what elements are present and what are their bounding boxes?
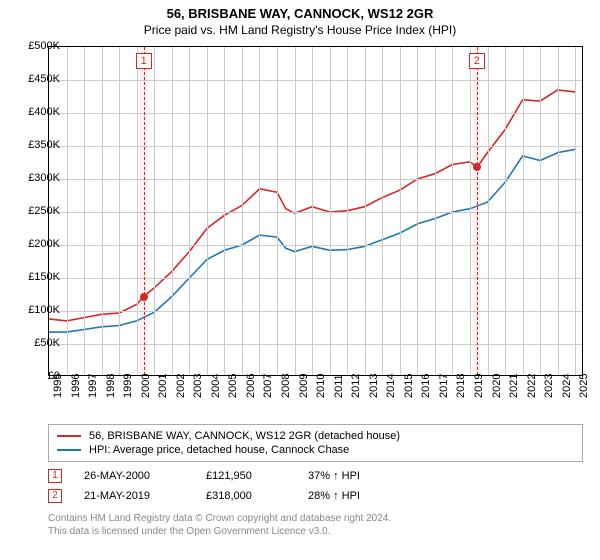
chart-title: 56, BRISBANE WAY, CANNOCK, WS12 2GR [0,0,600,21]
sale-price: £318,000 [206,490,286,502]
sale-marker-box: 1 [136,53,152,69]
x-axis-label: 2009 [298,374,310,398]
x-axis-label: 2019 [473,374,485,398]
x-axis-label: 1998 [105,374,117,398]
y-axis-label: £100K [10,304,60,316]
plot-area: 12 [48,46,583,376]
legend-swatch [57,435,81,437]
attribution-line: This data is licensed under the Open Gov… [48,525,583,538]
x-axis-label: 2007 [262,374,274,398]
attribution-text: Contains HM Land Registry data © Crown c… [48,512,583,538]
legend-label: 56, BRISBANE WAY, CANNOCK, WS12 2GR (det… [89,430,400,442]
sale-row: 2 21-MAY-2019 £318,000 28% ↑ HPI [48,486,583,506]
x-axis-label: 2017 [438,374,450,398]
x-axis-label: 2003 [192,374,204,398]
attribution-line: Contains HM Land Registry data © Crown c… [48,512,583,525]
y-axis-label: £150K [10,271,60,283]
x-axis-label: 2000 [140,374,152,398]
y-axis-label: £250K [10,205,60,217]
legend-swatch [57,449,81,451]
x-axis-label: 2015 [403,374,415,398]
sale-date: 26-MAY-2000 [84,470,184,482]
sale-number-box: 1 [48,469,62,483]
y-axis-label: £500K [10,40,60,52]
y-axis-label: £350K [10,139,60,151]
y-axis-label: £50K [10,337,60,349]
y-axis-label: £400K [10,106,60,118]
sale-row: 1 26-MAY-2000 £121,950 37% ↑ HPI [48,466,583,486]
sale-date: 21-MAY-2019 [84,490,184,502]
x-axis-label: 1995 [52,374,64,398]
legend-item: 56, BRISBANE WAY, CANNOCK, WS12 2GR (det… [57,429,574,443]
x-axis-label: 2020 [491,374,503,398]
sale-delta: 28% ↑ HPI [308,490,360,502]
legend-box: 56, BRISBANE WAY, CANNOCK, WS12 2GR (det… [48,424,583,462]
x-axis-label: 2021 [508,374,520,398]
sales-table: 1 26-MAY-2000 £121,950 37% ↑ HPI 2 21-MAY-201… [48,466,583,506]
x-axis-label: 2014 [385,374,397,398]
sale-marker-dot [473,163,481,171]
sale-price: £121,950 [206,470,286,482]
x-axis-label: 2012 [350,374,362,398]
x-axis-label: 2016 [420,374,432,398]
x-axis-label: 2018 [455,374,467,398]
sale-number-box: 2 [48,489,62,503]
sale-marker-box: 2 [469,53,485,69]
x-axis-label: 2025 [578,374,590,398]
x-axis-label: 2008 [280,374,292,398]
sale-marker-dot [140,293,148,301]
chart-subtitle: Price paid vs. HM Land Registry's House … [0,21,600,37]
x-axis-label: 2002 [175,374,187,398]
x-axis-label: 2022 [526,374,538,398]
y-axis-label: £200K [10,238,60,250]
sale-delta: 37% ↑ HPI [308,470,360,482]
x-axis-label: 1997 [87,374,99,398]
x-axis-label: 1999 [122,374,134,398]
x-axis-label: 2023 [543,374,555,398]
x-axis-label: 2011 [333,374,345,398]
chart-container: 56, BRISBANE WAY, CANNOCK, WS12 2GR Pric… [0,0,600,560]
x-axis-label: 1996 [70,374,82,398]
x-axis-label: 2006 [245,374,257,398]
legend-label: HPI: Average price, detached house, Cann… [89,444,349,456]
x-axis-label: 2013 [368,374,380,398]
x-axis-label: 2001 [157,374,169,398]
legend-item: HPI: Average price, detached house, Cann… [57,443,574,457]
y-axis-label: £300K [10,172,60,184]
y-axis-label: £450K [10,73,60,85]
x-axis-label: 2004 [210,374,222,398]
x-axis-label: 2010 [315,374,327,398]
x-axis-label: 2024 [561,374,573,398]
x-axis-label: 2005 [227,374,239,398]
